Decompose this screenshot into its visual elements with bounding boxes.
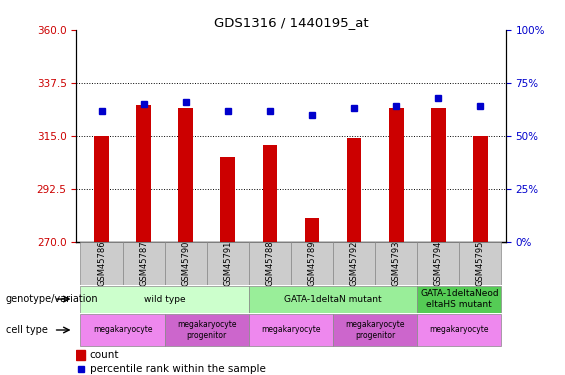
Text: wild type: wild type (144, 295, 185, 304)
Bar (207, 242, 249, 285)
Text: genotype/variation: genotype/variation (6, 294, 98, 304)
Text: GATA-1deltaNeod
eltaHS mutant: GATA-1deltaNeod eltaHS mutant (420, 290, 499, 309)
Text: GSM45791: GSM45791 (223, 241, 232, 286)
Bar (179, 108, 193, 242)
Bar (80, 314, 164, 346)
Bar (220, 157, 235, 242)
Text: GSM45789: GSM45789 (307, 241, 316, 286)
Bar (164, 242, 207, 285)
Bar (94, 136, 109, 242)
Text: GSM45788: GSM45788 (266, 241, 275, 286)
Bar (418, 242, 459, 285)
Bar (249, 286, 418, 313)
Text: megakaryocyte
progenitor: megakaryocyte progenitor (345, 320, 405, 340)
Text: GSM45795: GSM45795 (476, 241, 485, 286)
Bar (80, 286, 249, 313)
Bar (263, 146, 277, 242)
Text: megakaryocyte
progenitor: megakaryocyte progenitor (177, 320, 237, 340)
Bar (123, 242, 164, 285)
Bar (291, 242, 333, 285)
Text: megakaryocyte: megakaryocyte (93, 326, 153, 334)
Text: GATA-1deltaN mutant: GATA-1deltaN mutant (284, 295, 382, 304)
Bar (249, 242, 291, 285)
Bar (249, 314, 333, 346)
Bar (347, 138, 362, 242)
Bar (418, 286, 502, 313)
Bar (305, 218, 319, 242)
Text: GSM45793: GSM45793 (392, 241, 401, 286)
Bar (333, 242, 375, 285)
Bar (389, 108, 403, 242)
Bar (375, 242, 418, 285)
Bar (164, 314, 249, 346)
Bar (459, 242, 502, 285)
Text: percentile rank within the sample: percentile rank within the sample (90, 364, 266, 374)
Bar (80, 242, 123, 285)
Bar (418, 314, 502, 346)
Bar (333, 314, 418, 346)
Bar (473, 136, 488, 242)
Text: count: count (90, 350, 119, 360)
Bar (431, 108, 446, 242)
Bar (76, 350, 85, 360)
Title: GDS1316 / 1440195_at: GDS1316 / 1440195_at (214, 16, 368, 29)
Text: GSM45787: GSM45787 (139, 241, 148, 286)
Text: cell type: cell type (6, 325, 47, 335)
Text: megakaryocyte: megakaryocyte (261, 326, 321, 334)
Bar (136, 105, 151, 242)
Text: GSM45790: GSM45790 (181, 241, 190, 286)
Text: megakaryocyte: megakaryocyte (429, 326, 489, 334)
Text: GSM45794: GSM45794 (434, 241, 443, 286)
Text: GSM45792: GSM45792 (350, 241, 359, 286)
Text: GSM45786: GSM45786 (97, 241, 106, 286)
